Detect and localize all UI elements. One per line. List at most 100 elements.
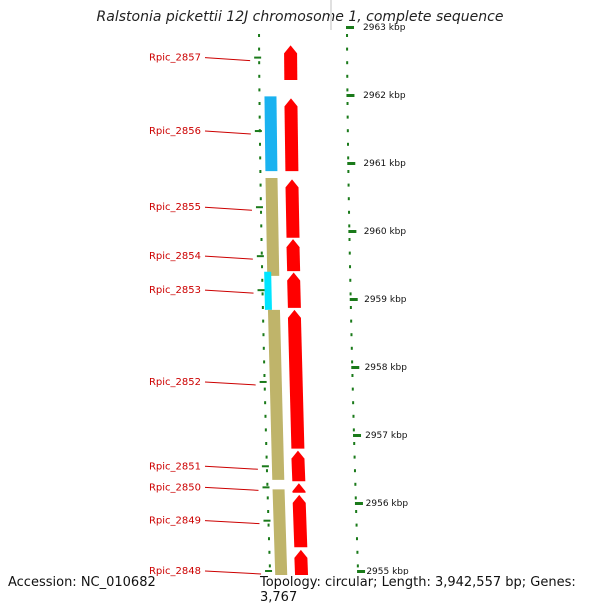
- minor-tick: [260, 238, 263, 241]
- minor-tick: [261, 292, 264, 296]
- minor-tick: [266, 496, 269, 500]
- gene-tick: [254, 56, 262, 59]
- scale-label: 2958 kbp: [365, 363, 408, 373]
- minor-tick: [259, 183, 262, 187]
- minor-tick: [262, 333, 265, 337]
- gene-label[interactable]: Rpic_2848: [149, 566, 201, 577]
- minor-tick: [356, 550, 359, 554]
- gene-label[interactable]: Rpic_2854: [149, 251, 201, 262]
- scale-label: 2960 kbp: [364, 227, 407, 237]
- gene-tick: [265, 570, 273, 572]
- minor-tick: [346, 74, 349, 78]
- gene-tick: [254, 130, 262, 133]
- scale-major-tick: [353, 434, 362, 437]
- minor-tick: [266, 482, 269, 486]
- cds-arrow[interactable]: [286, 239, 301, 272]
- minor-tick: [263, 374, 266, 377]
- minor-tick: [258, 115, 261, 119]
- feature-block-operon_tan[interactable]: [272, 489, 289, 600]
- gene-leader-line: [204, 520, 260, 525]
- minor-tick: [258, 61, 261, 65]
- minor-tick: [347, 170, 350, 173]
- minor-tick: [350, 346, 353, 350]
- minor-tick: [259, 156, 262, 160]
- minor-tick: [347, 183, 350, 187]
- cds-arrow[interactable]: [287, 309, 305, 449]
- gene-leader-line: [204, 289, 254, 294]
- cds-arrow[interactable]: [292, 483, 306, 493]
- cds-arrow[interactable]: [291, 450, 306, 482]
- gene-tick: [261, 465, 269, 468]
- gene-label[interactable]: Rpic_2851: [149, 461, 201, 472]
- minor-tick: [346, 47, 349, 51]
- minor-tick: [258, 88, 261, 92]
- minor-tick: [260, 224, 263, 228]
- minor-tick: [349, 265, 352, 269]
- minor-tick: [346, 34, 349, 37]
- cds-arrow[interactable]: [284, 98, 299, 172]
- scale-major-tick: [357, 570, 366, 573]
- gene-label[interactable]: Rpic_2853: [149, 285, 201, 296]
- minor-tick: [264, 428, 267, 432]
- minor-tick: [347, 197, 350, 201]
- gene-tick: [263, 519, 271, 522]
- minor-tick: [350, 319, 353, 323]
- minor-tick: [353, 442, 356, 445]
- scale-major-tick: [351, 366, 360, 369]
- minor-tick: [347, 156, 350, 160]
- minor-tick: [264, 414, 267, 418]
- gene-label[interactable]: Rpic_2855: [149, 202, 201, 213]
- feature-block-cyan[interactable]: [264, 271, 272, 310]
- minor-tick: [260, 251, 263, 255]
- minor-tick: [262, 319, 265, 323]
- cds-arrow[interactable]: [292, 494, 308, 548]
- minor-tick: [349, 306, 352, 309]
- gene-leader-line: [204, 465, 258, 470]
- minor-tick: [263, 360, 266, 364]
- minor-tick: [346, 88, 349, 92]
- minor-tick: [261, 265, 264, 269]
- minor-tick: [354, 496, 357, 500]
- gene-tick: [262, 486, 270, 489]
- minor-tick: [351, 360, 354, 364]
- scale-major-tick: [346, 26, 355, 29]
- accession-text: Accession: NC_010682: [8, 575, 156, 590]
- scale-label: 2957 kbp: [365, 431, 408, 441]
- scale-label: 2955 kbp: [366, 567, 409, 577]
- minor-tick: [346, 102, 349, 105]
- minor-tick: [346, 129, 349, 133]
- feature-block-operon_tan[interactable]: [265, 177, 280, 276]
- minor-tick: [356, 564, 359, 568]
- gene-leader-line: [204, 381, 256, 386]
- track-separator: [330, 0, 332, 30]
- gene-tick: [259, 380, 267, 383]
- gene-label[interactable]: Rpic_2857: [149, 53, 201, 64]
- cds-arrow[interactable]: [285, 179, 300, 238]
- feature-block-light_blue[interactable]: [264, 96, 278, 172]
- minor-tick: [258, 47, 261, 51]
- minor-tick: [355, 523, 358, 527]
- gene-label[interactable]: Rpic_2849: [149, 516, 201, 527]
- gene-tick: [256, 255, 264, 258]
- gene-label[interactable]: Rpic_2856: [149, 126, 201, 137]
- feature-block-operon_tan[interactable]: [267, 309, 285, 480]
- minor-tick: [353, 455, 356, 459]
- cds-arrow[interactable]: [287, 272, 301, 308]
- scale-major-tick: [347, 162, 356, 165]
- cds-arrow[interactable]: [284, 45, 298, 81]
- gene-label[interactable]: Rpic_2850: [149, 482, 201, 493]
- minor-tick: [348, 224, 351, 228]
- minor-tick: [354, 482, 357, 486]
- minor-tick: [258, 102, 261, 105]
- minor-tick: [260, 210, 263, 214]
- minor-tick: [261, 306, 264, 309]
- minor-tick: [262, 346, 265, 350]
- scale-major-tick: [349, 298, 358, 301]
- gene-label[interactable]: Rpic_2852: [149, 377, 201, 388]
- sequence-title: Ralstonia pickettii 12J chromosome 1, co…: [96, 9, 504, 25]
- minor-tick: [352, 401, 355, 405]
- gene-leader-line: [204, 57, 251, 62]
- minor-tick: [346, 61, 349, 65]
